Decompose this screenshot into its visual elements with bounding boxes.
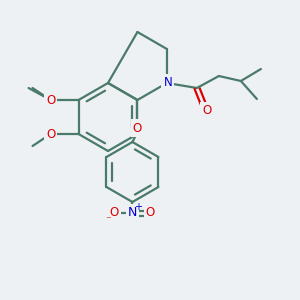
Text: O: O <box>46 94 55 106</box>
Text: ⁻: ⁻ <box>106 215 111 225</box>
Text: O: O <box>146 206 155 220</box>
Text: O: O <box>133 122 142 134</box>
Text: N: N <box>164 76 172 89</box>
Text: N: N <box>128 206 137 220</box>
Text: O: O <box>202 104 212 118</box>
Text: +: + <box>134 202 142 212</box>
Text: O: O <box>46 128 55 140</box>
Text: O: O <box>110 206 119 220</box>
